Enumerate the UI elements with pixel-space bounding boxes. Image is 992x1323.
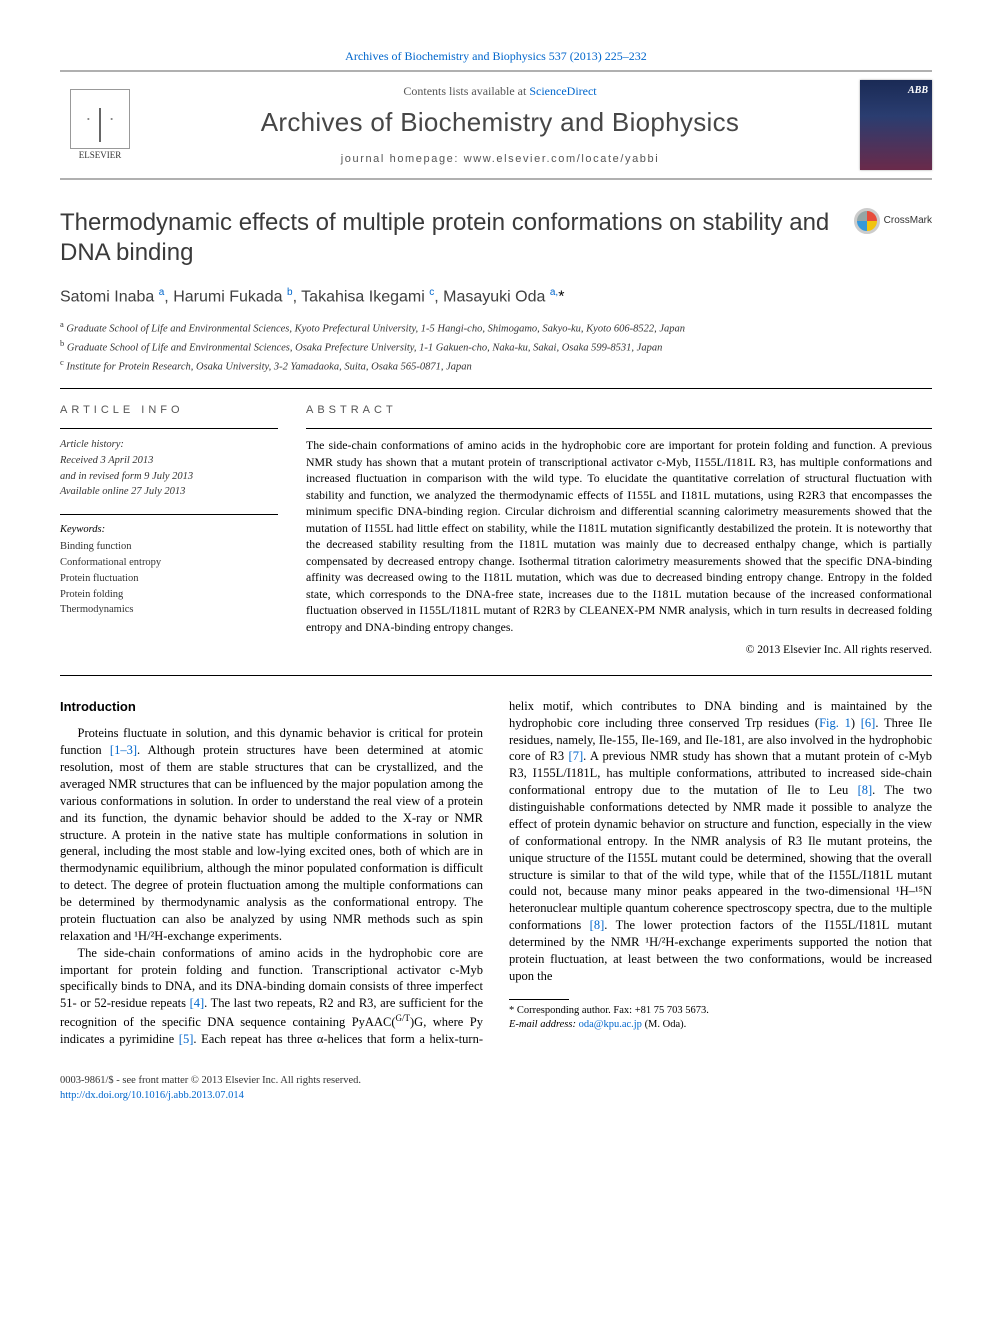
affiliations: a Graduate School of Life and Environmen… [60, 318, 932, 374]
elsevier-label: ELSEVIER [79, 149, 122, 161]
ref-link-5[interactable]: [5] [179, 1032, 194, 1046]
corr-author-note: * Corresponding author. Fax: +81 75 703 … [509, 1004, 932, 1019]
journal-cover-thumb: ABB [860, 80, 932, 170]
affiliation-line: b Graduate School of Life and Environmen… [60, 337, 932, 356]
journal-name: Archives of Biochemistry and Biophysics [158, 105, 842, 140]
affiliation-line: c Institute for Protein Research, Osaka … [60, 356, 932, 375]
intro-p1: Proteins fluctuate in solution, and this… [60, 725, 483, 944]
history-received: Received 3 April 2013 [60, 453, 278, 469]
masthead-center: Contents lists available at ScienceDirec… [158, 83, 842, 167]
intro-p1-b: . Although protein structures have been … [60, 743, 483, 943]
keyword-item: Binding function [60, 539, 278, 555]
abstract-rule [306, 428, 932, 429]
contents-line: Contents lists available at ScienceDirec… [158, 83, 842, 99]
email-link[interactable]: oda@kpu.ac.jp [579, 1019, 642, 1030]
running-head-link[interactable]: Archives of Biochemistry and Biophysics … [345, 49, 647, 63]
email-post: (M. Oda). [642, 1019, 686, 1030]
crossmark-widget[interactable]: CrossMark [854, 208, 932, 234]
footnote-rule [509, 999, 569, 1000]
keywords-heading: Keywords: [60, 523, 278, 537]
sciencedirect-link[interactable]: ScienceDirect [529, 84, 596, 98]
gt-super: G/T [396, 1013, 411, 1023]
article-info-column: ARTICLE INFO Article history: Received 3… [60, 403, 278, 659]
body-two-columns: Introduction Proteins fluctuate in solut… [60, 698, 932, 1048]
contents-prefix: Contents lists available at [403, 84, 529, 98]
fig-link-1[interactable]: Fig. 1 [819, 716, 851, 730]
running-head: Archives of Biochemistry and Biophysics … [60, 48, 932, 64]
email-label: E-mail address: [509, 1019, 579, 1030]
history-label: Article history: [60, 437, 278, 453]
email-line: E-mail address: oda@kpu.ac.jp (M. Oda). [509, 1018, 932, 1033]
journal-homepage: journal homepage: www.elsevier.com/locat… [158, 152, 842, 167]
abstract-copyright: © 2013 Elsevier Inc. All rights reserved… [306, 643, 932, 659]
abstract-heading: ABSTRACT [306, 403, 932, 418]
keywords-list: Binding functionConformational entropyPr… [60, 539, 278, 618]
keyword-item: Protein fluctuation [60, 571, 278, 587]
page-footer: 0003-9861/$ - see front matter © 2013 El… [60, 1074, 932, 1103]
author-list: Satomi Inaba a, Harumi Fukada b, Takahis… [60, 286, 932, 308]
history-online: Available online 27 July 2013 [60, 484, 278, 500]
crossmark-icon [854, 208, 880, 234]
doi-link[interactable]: http://dx.doi.org/10.1016/j.abb.2013.07.… [60, 1090, 244, 1101]
keyword-item: Thermodynamics [60, 602, 278, 618]
journal-masthead: ELSEVIER Contents lists available at Sci… [60, 70, 932, 180]
crossmark-label: CrossMark [884, 214, 932, 228]
info-rule [60, 428, 278, 429]
affiliation-line: a Graduate School of Life and Environmen… [60, 318, 932, 337]
article-info-heading: ARTICLE INFO [60, 403, 278, 418]
ref-link-4[interactable]: [4] [190, 996, 205, 1010]
ref-link-1-3[interactable]: [1–3] [110, 743, 137, 757]
ref-link-8b[interactable]: [8] [590, 918, 605, 932]
ref-link-6[interactable]: [6] [861, 716, 876, 730]
cover-abb: ABB [908, 84, 928, 98]
issn-line: 0003-9861/$ - see front matter © 2013 El… [60, 1074, 932, 1089]
ref-link-7[interactable]: [7] [569, 749, 584, 763]
history-revised: and in revised form 9 July 2013 [60, 469, 278, 485]
article-history: Article history: Received 3 April 2013 a… [60, 437, 278, 500]
keyword-item: Protein folding [60, 587, 278, 603]
intro-p2-h: . The two distinguishable conformations … [509, 783, 932, 932]
ref-link-8a[interactable]: [8] [858, 783, 873, 797]
intro-p2-e: ) [851, 716, 861, 730]
abstract-text: The side-chain conformations of amino ac… [306, 437, 932, 635]
footnotes: * Corresponding author. Fax: +81 75 703 … [509, 999, 932, 1033]
introduction-heading: Introduction [60, 698, 483, 716]
elsevier-logo: ELSEVIER [60, 80, 140, 170]
abstract-column: ABSTRACT The side-chain conformations of… [306, 403, 932, 659]
article-title: Thermodynamic effects of multiple protei… [60, 208, 842, 268]
elsevier-tree-icon [70, 89, 130, 149]
keyword-item: Conformational entropy [60, 555, 278, 571]
info-rule [60, 514, 278, 515]
